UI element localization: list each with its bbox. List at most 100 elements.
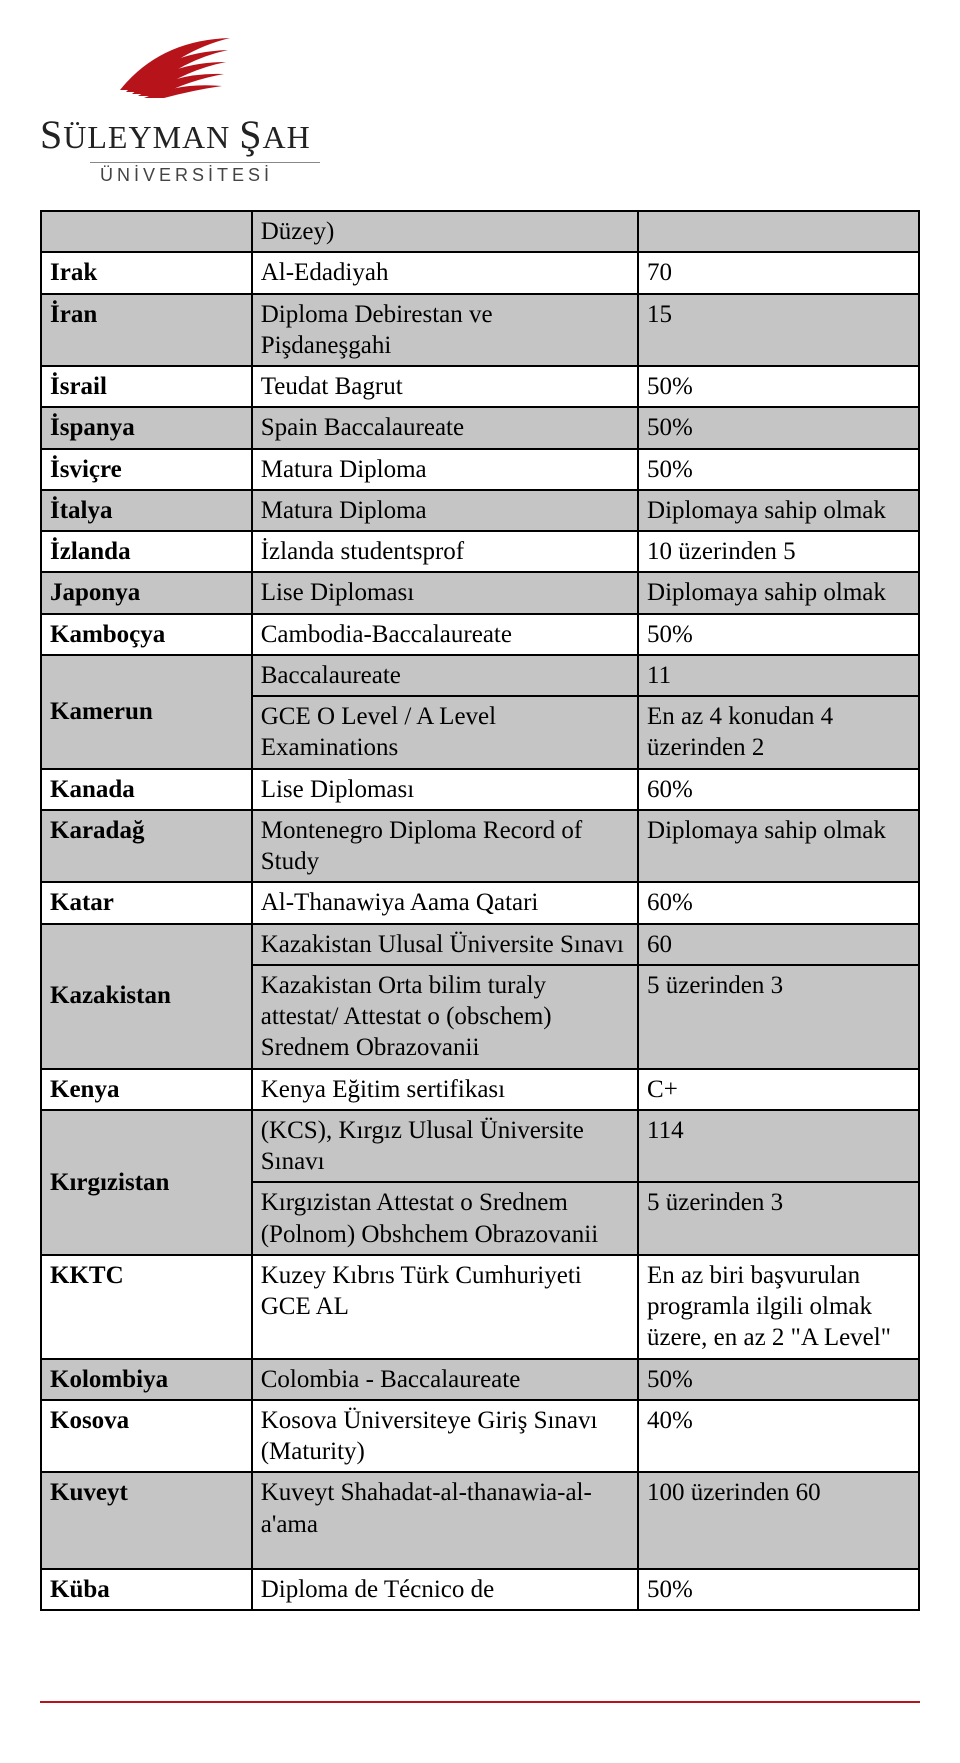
exam-cell: Lise Diploması: [252, 769, 638, 810]
table-row: KKTCKuzey Kıbrıs Türk Cumhuriyeti GCE AL…: [41, 1255, 919, 1359]
requirement-cell: 100 üzerinden 60: [638, 1472, 919, 1569]
exam-cell: İzlanda studentsprof: [252, 531, 638, 572]
requirement-cell: En az biri başvurulan programla ilgili o…: [638, 1255, 919, 1359]
exam-cell: Spain Baccalaureate: [252, 407, 638, 448]
exam-cell: GCE O Level / A Level Examinations: [252, 696, 638, 769]
exam-cell: Kosova Üniversiteye Giriş Sınavı (Maturi…: [252, 1400, 638, 1473]
exam-cell: Baccalaureate: [252, 655, 638, 696]
requirement-cell: 5 üzerinden 3: [638, 1182, 919, 1255]
requirement-cell: 50%: [638, 1359, 919, 1400]
exam-cell: Teudat Bagrut: [252, 366, 638, 407]
country-cell: Kazakistan: [41, 924, 252, 1069]
exam-cell: Matura Diploma: [252, 490, 638, 531]
exam-cell: Kuzey Kıbrıs Türk Cumhuriyeti GCE AL: [252, 1255, 638, 1359]
country-cell: KKTC: [41, 1255, 252, 1359]
table-row: Kırgızistan(KCS), Kırgız Ulusal Üniversi…: [41, 1110, 919, 1183]
country-cell: İzlanda: [41, 531, 252, 572]
requirement-cell: 50%: [638, 449, 919, 490]
requirement-cell: 60%: [638, 882, 919, 923]
country-cell: Japonya: [41, 572, 252, 613]
exam-cell: Lise Diploması: [252, 572, 638, 613]
requirement-cell: 60: [638, 924, 919, 965]
country-cell: Kosova: [41, 1400, 252, 1473]
requirement-cell: Diplomaya sahip olmak: [638, 810, 919, 883]
exam-cell: Kenya Eğitim sertifikası: [252, 1069, 638, 1110]
logo-subtitle: ÜNİVERSİTESİ: [100, 165, 920, 186]
country-cell: İsviçre: [41, 449, 252, 490]
requirement-cell: [638, 211, 919, 252]
table-row: KosovaKosova Üniversiteye Giriş Sınavı (…: [41, 1400, 919, 1473]
exam-cell: Al-Thanawiya Aama Qatari: [252, 882, 638, 923]
logo: SÜLEYMAN ŞAH ÜNİVERSİTESİ: [40, 30, 920, 186]
exam-cell: Montenegro Diploma Record of Study: [252, 810, 638, 883]
exam-cell: Cambodia-Baccalaureate: [252, 614, 638, 655]
requirement-cell: 50%: [638, 1569, 919, 1610]
country-cell: Kuveyt: [41, 1472, 252, 1569]
table-row: KatarAl-Thanawiya Aama Qatari60%: [41, 882, 919, 923]
country-cell: Kanada: [41, 769, 252, 810]
table-row: IrakAl-Edadiyah70: [41, 252, 919, 293]
country-cell: Karadağ: [41, 810, 252, 883]
requirement-cell: C+: [638, 1069, 919, 1110]
country-cell: İspanya: [41, 407, 252, 448]
requirement-cell: 5 üzerinden 3: [638, 965, 919, 1069]
requirement-cell: 50%: [638, 614, 919, 655]
requirement-cell: En az 4 konudan 4 üzerinden 2: [638, 696, 919, 769]
table-row: İtalyaMatura DiplomaDiplomaya sahip olma…: [41, 490, 919, 531]
page: SÜLEYMAN ŞAH ÜNİVERSİTESİ Düzey)IrakAl-E…: [0, 0, 960, 1763]
requirement-cell: 15: [638, 294, 919, 367]
table-row: İranDiploma Debirestan ve Pişdaneşgahi15: [41, 294, 919, 367]
requirement-cell: 40%: [638, 1400, 919, 1473]
exam-cell: Diploma Debirestan ve Pişdaneşgahi: [252, 294, 638, 367]
exam-cell: Kazakistan Ulusal Üniversite Sınavı: [252, 924, 638, 965]
table-row: KolombiyaColombia - Baccalaureate50%: [41, 1359, 919, 1400]
requirement-cell: 10 üzerinden 5: [638, 531, 919, 572]
logo-divider: [90, 162, 320, 163]
country-cell: Katar: [41, 882, 252, 923]
table-row: JaponyaLise DiplomasıDiplomaya sahip olm…: [41, 572, 919, 613]
country-cell: Kenya: [41, 1069, 252, 1110]
requirements-table: Düzey)IrakAl-Edadiyah70İranDiploma Debir…: [40, 210, 920, 1611]
country-cell: Kamboçya: [41, 614, 252, 655]
exam-cell: Kazakistan Orta bilim turaly attestat/ A…: [252, 965, 638, 1069]
table-row: KazakistanKazakistan Ulusal Üniversite S…: [41, 924, 919, 965]
table-row: İsviçreMatura Diploma50%: [41, 449, 919, 490]
footer-rule: [40, 1701, 920, 1703]
requirement-cell: 11: [638, 655, 919, 696]
table-row: İspanyaSpain Baccalaureate50%: [41, 407, 919, 448]
exam-cell: Diploma de Técnico de: [252, 1569, 638, 1610]
table-row: İzlandaİzlanda studentsprof10 üzerinden …: [41, 531, 919, 572]
requirement-cell: 114: [638, 1110, 919, 1183]
exam-cell: Matura Diploma: [252, 449, 638, 490]
table-row: KaradağMontenegro Diploma Record of Stud…: [41, 810, 919, 883]
exam-cell: Al-Edadiyah: [252, 252, 638, 293]
country-cell: [41, 211, 252, 252]
requirement-cell: Diplomaya sahip olmak: [638, 572, 919, 613]
exam-cell: Kuveyt Shahadat-al-thanawia-al-a'ama: [252, 1472, 638, 1569]
country-cell: İsrail: [41, 366, 252, 407]
table-row: KuveytKuveyt Shahadat-al-thanawia-al-a'a…: [41, 1472, 919, 1569]
logo-wing-icon: [110, 30, 920, 105]
requirement-cell: 60%: [638, 769, 919, 810]
requirement-cell: Diplomaya sahip olmak: [638, 490, 919, 531]
requirement-cell: 70: [638, 252, 919, 293]
table-row: KenyaKenya Eğitim sertifikasıC+: [41, 1069, 919, 1110]
requirement-cell: 50%: [638, 366, 919, 407]
exam-cell: Colombia - Baccalaureate: [252, 1359, 638, 1400]
requirement-cell: 50%: [638, 407, 919, 448]
table-row: İsrailTeudat Bagrut50%: [41, 366, 919, 407]
country-cell: Küba: [41, 1569, 252, 1610]
country-cell: Kamerun: [41, 655, 252, 769]
logo-name: SÜLEYMAN ŞAH: [40, 111, 920, 158]
exam-cell: Kırgızistan Attestat o Srednem (Polnom) …: [252, 1182, 638, 1255]
table-row: KübaDiploma de Técnico de50%: [41, 1569, 919, 1610]
country-cell: Irak: [41, 252, 252, 293]
table-row: KamerunBaccalaureate11: [41, 655, 919, 696]
table-row: Düzey): [41, 211, 919, 252]
country-cell: Kolombiya: [41, 1359, 252, 1400]
country-cell: Kırgızistan: [41, 1110, 252, 1255]
country-cell: İran: [41, 294, 252, 367]
country-cell: İtalya: [41, 490, 252, 531]
exam-cell: Düzey): [252, 211, 638, 252]
table-row: KanadaLise Diploması60%: [41, 769, 919, 810]
